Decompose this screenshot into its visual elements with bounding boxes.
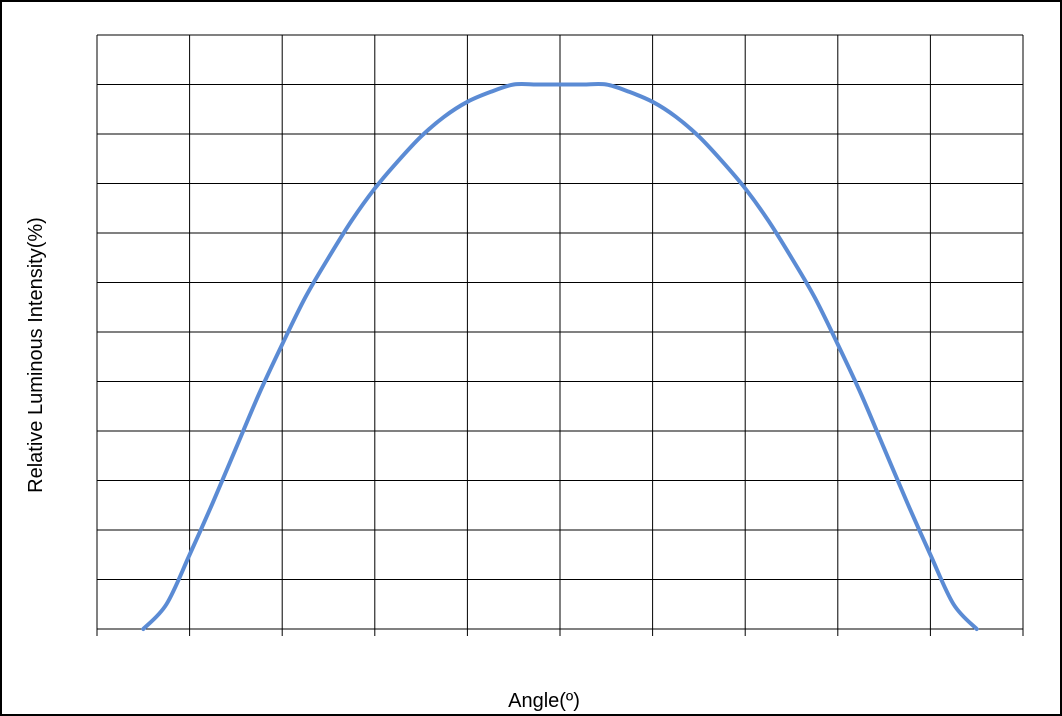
y-axis-title: Relative Luminous Intensity(%) <box>25 217 47 493</box>
grid-lines <box>96 34 1024 630</box>
series-layer <box>141 81 979 631</box>
series-line <box>141 81 979 631</box>
axis-ticks <box>96 629 1024 636</box>
x-axis-title: Angle(º) <box>508 690 580 712</box>
